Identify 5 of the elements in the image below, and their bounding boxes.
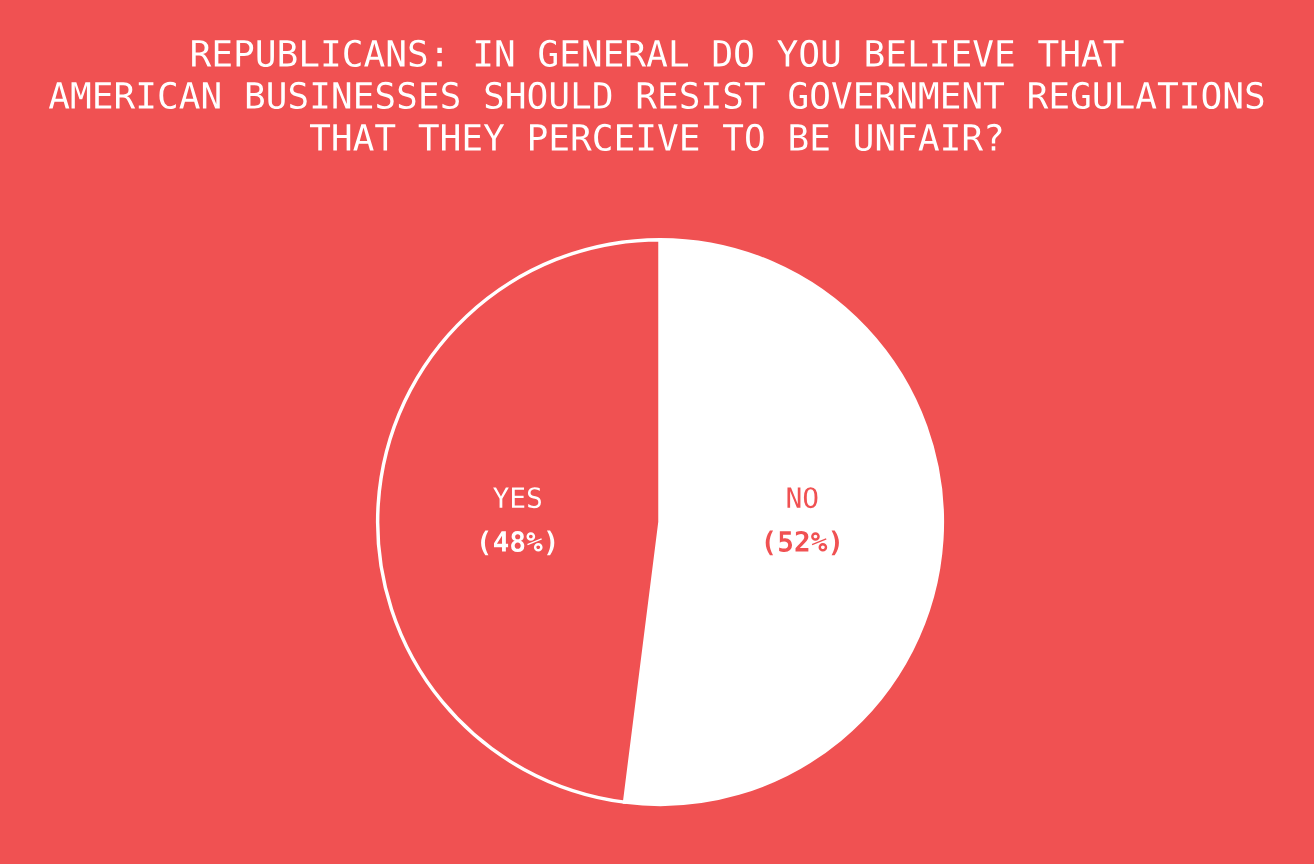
slice-label: YES [493, 487, 541, 509]
data-label: (52%) [765, 530, 839, 556]
slice-label: NO [787, 487, 818, 509]
data-label: (48%) [481, 530, 555, 556]
chart-title: REPUBLICANS: IN GENERAL DO YOU BELIEVE THAT AMERICAN BUSINESSES SHOULD RESIST GOVERNMENT REGULATIONS THAT THEY PERCEIVE TO BE UNFAIR? [48, 39, 1264, 152]
